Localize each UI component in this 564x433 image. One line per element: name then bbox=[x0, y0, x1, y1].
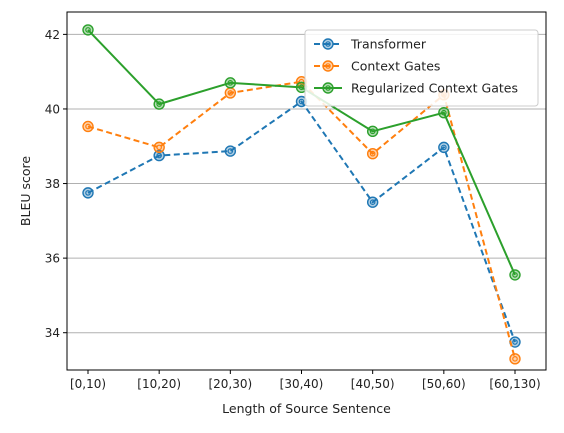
data-point bbox=[366, 196, 379, 208]
x-tick-label: [10,20) bbox=[137, 377, 181, 391]
y-axis-label: BLEU score bbox=[18, 156, 33, 226]
x-tick-label: [40,50) bbox=[351, 377, 395, 391]
data-point bbox=[82, 24, 94, 36]
data-point-inner bbox=[325, 63, 331, 69]
legend-label: Context Gates bbox=[351, 59, 440, 74]
data-point bbox=[438, 106, 450, 119]
x-tick-label: [30,40) bbox=[280, 377, 324, 391]
data-point-inner bbox=[325, 85, 331, 91]
data-point bbox=[224, 87, 237, 99]
data-point-inner bbox=[227, 80, 234, 86]
x-tick-label: [0,10) bbox=[70, 377, 106, 391]
data-point-inner bbox=[512, 339, 518, 345]
data-point bbox=[322, 82, 334, 94]
data-point-inner bbox=[441, 109, 447, 116]
series-transformer bbox=[82, 95, 521, 348]
data-point bbox=[153, 141, 165, 154]
data-point-inner bbox=[85, 123, 91, 130]
data-point bbox=[366, 125, 379, 138]
data-point bbox=[438, 141, 450, 154]
legend-label: Transformer bbox=[350, 37, 427, 52]
y-tick-label: 36 bbox=[45, 252, 60, 266]
data-point-inner bbox=[85, 190, 91, 196]
data-point-inner bbox=[156, 152, 162, 159]
x-tick-label: [20,30) bbox=[208, 377, 252, 391]
data-point-inner bbox=[156, 144, 162, 151]
x-tick-label: [50,60) bbox=[422, 377, 466, 391]
data-point-inner bbox=[227, 148, 234, 154]
data-point bbox=[153, 149, 165, 162]
y-tick-label: 34 bbox=[45, 326, 60, 340]
y-tick-label: 40 bbox=[45, 102, 60, 116]
data-point bbox=[153, 98, 165, 110]
data-point-inner bbox=[298, 78, 305, 85]
series-line bbox=[87, 100, 516, 343]
series-regularized-context-gates bbox=[82, 24, 521, 281]
data-point bbox=[224, 145, 237, 157]
y-tick-label: 38 bbox=[45, 177, 60, 191]
data-point-inner bbox=[298, 84, 305, 91]
x-tick-label: [60,130) bbox=[489, 377, 540, 391]
data-point-inner bbox=[369, 150, 376, 157]
legend-label: Regularized Context Gates bbox=[351, 81, 518, 96]
data-point-inner bbox=[298, 98, 305, 105]
series-context-gates bbox=[82, 76, 521, 365]
data-point-inner bbox=[512, 356, 518, 362]
y-axis-ticks: 34 36 38 40 42 bbox=[45, 28, 67, 340]
data-point-inner bbox=[441, 144, 447, 151]
data-point-inner bbox=[85, 27, 91, 33]
series-line bbox=[87, 80, 516, 360]
data-point bbox=[82, 187, 94, 199]
data-point-inner bbox=[512, 272, 518, 278]
data-point-inner bbox=[227, 90, 234, 96]
x-axis-label: Length of Source Sentence bbox=[222, 401, 391, 416]
data-point bbox=[224, 77, 237, 89]
data-point bbox=[322, 60, 334, 72]
data-point bbox=[82, 120, 94, 133]
y-tick-label: 42 bbox=[45, 28, 60, 42]
data-point-inner bbox=[369, 199, 376, 205]
plot-frame bbox=[66, 11, 547, 371]
data-point bbox=[509, 269, 521, 281]
data-point-inner bbox=[156, 101, 162, 107]
legend: Transformer Context Gates Regularized Cont… bbox=[304, 29, 539, 107]
x-axis-ticks: [0,10) [10,20) [20,30) [30,40) [40,50) [50,60… bbox=[70, 370, 541, 391]
data-point-inner bbox=[369, 128, 376, 135]
data-point-inner bbox=[325, 41, 331, 47]
series-line bbox=[87, 29, 516, 276]
data-point bbox=[322, 38, 334, 50]
data-point bbox=[509, 353, 521, 365]
legend-box bbox=[304, 29, 539, 107]
data-point bbox=[366, 148, 379, 160]
